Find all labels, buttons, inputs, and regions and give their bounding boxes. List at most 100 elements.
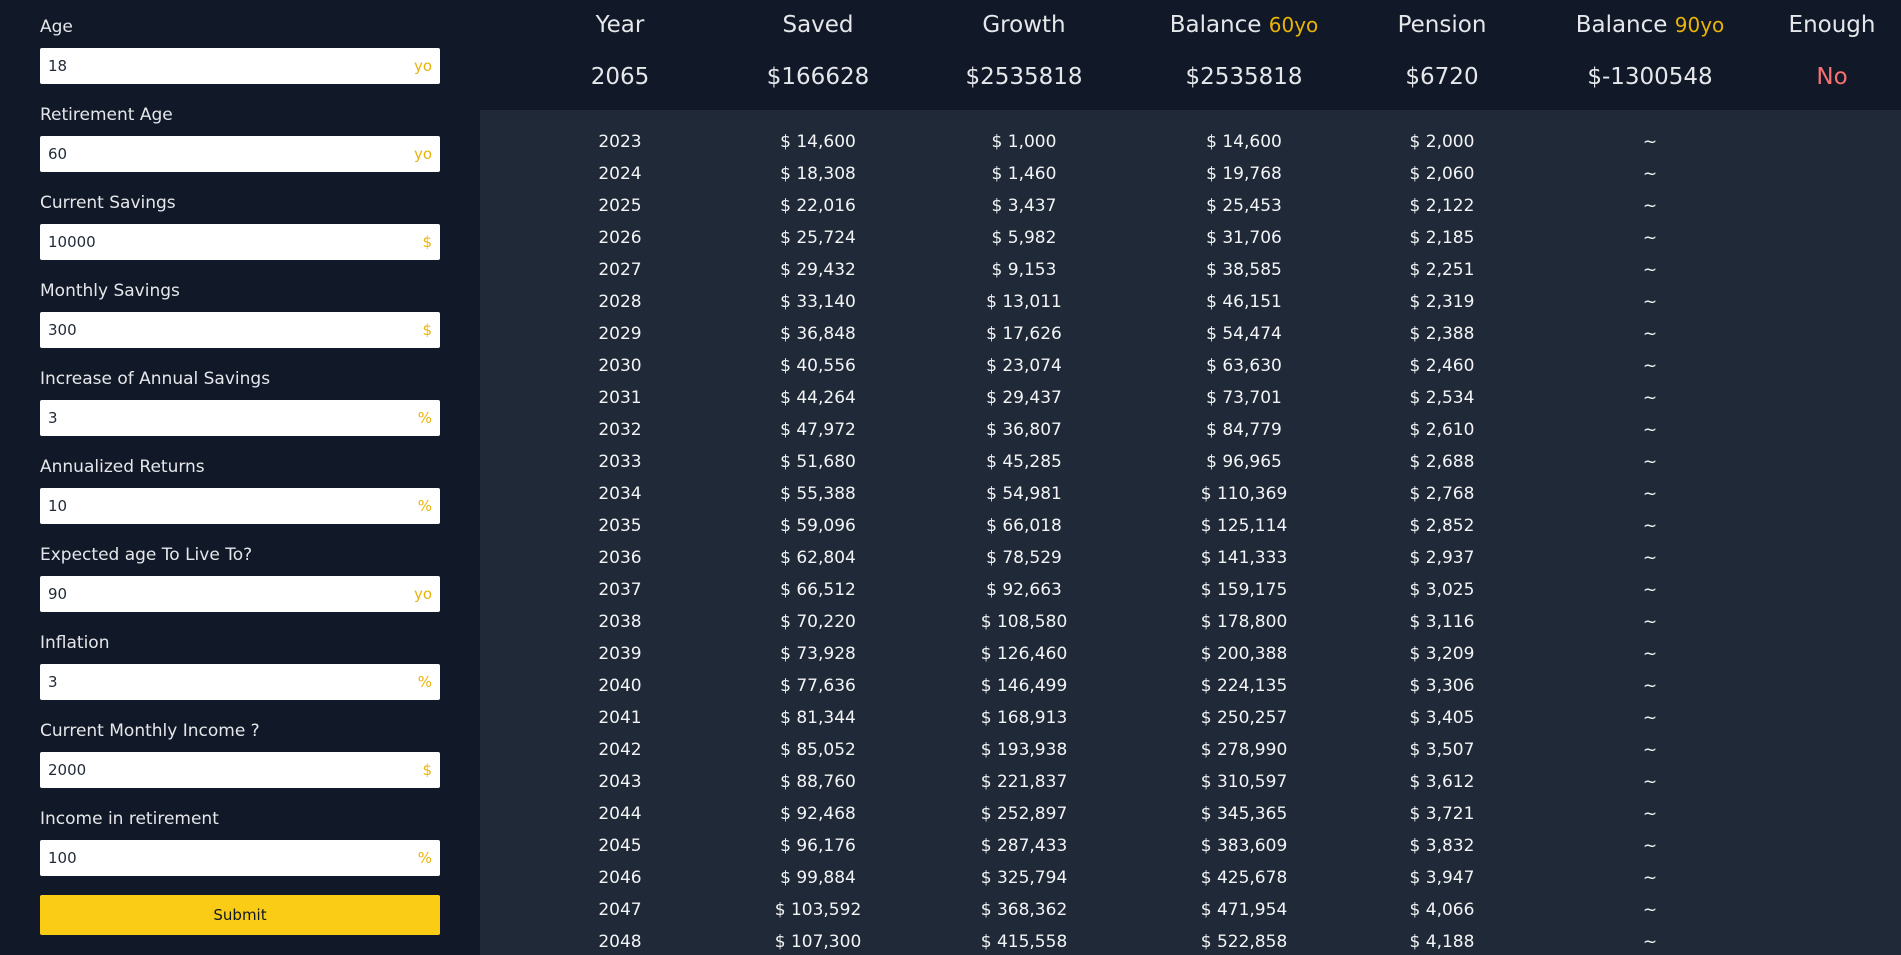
table-row: 2034 $ 55,388 $ 54,981 $ 110,369 $ 2,768 ~ (480, 478, 1901, 510)
table-row: 2027 $ 29,432 $ 9,153 $ 38,585 $ 2,251 ~ (480, 254, 1901, 286)
cell-saved: $ 59,096 (780, 516, 856, 536)
cell-year: 2040 (598, 676, 642, 696)
annualized-returns-unit: % (417, 497, 432, 515)
cell-growth: $ 368,362 (980, 900, 1068, 920)
cell-balance: $ 159,175 (1200, 580, 1288, 600)
cell-balance90: ~ (1642, 484, 1658, 504)
cell-pension: $ 2,534 (1409, 388, 1475, 408)
annual-savings-increase-input[interactable] (40, 400, 440, 436)
cell-balance90: ~ (1642, 708, 1658, 728)
cell-pension: $ 2,460 (1409, 356, 1475, 376)
cell-balance: $ 310,597 (1200, 772, 1288, 792)
cell-balance90: ~ (1642, 612, 1658, 632)
cell-saved: $ 44,264 (780, 388, 856, 408)
inflation-label: Inflation (40, 633, 110, 653)
cell-year: 2028 (598, 292, 642, 312)
cell-pension: $ 3,405 (1409, 708, 1475, 728)
cell-pension: $ 2,388 (1409, 324, 1475, 344)
cell-balance: $ 345,365 (1200, 804, 1288, 824)
cell-growth: $ 9,153 (991, 260, 1057, 280)
retirement-age-input-wrap: yo (40, 136, 440, 172)
cell-growth: $ 5,982 (991, 228, 1057, 248)
age-unit: yo (413, 57, 432, 75)
cell-balance90: ~ (1642, 292, 1658, 312)
cell-balance90: ~ (1642, 516, 1658, 536)
cell-balance: $ 250,257 (1200, 708, 1288, 728)
cell-balance90: ~ (1642, 868, 1658, 888)
field-retirement-age: Retirement Age yo (40, 102, 440, 172)
cell-year: 2044 (598, 804, 642, 824)
table-row: 2035 $ 59,096 $ 66,018 $ 125,114 $ 2,852 ~ (480, 510, 1901, 542)
cell-balance: $ 522,858 (1200, 932, 1288, 952)
cell-growth: $ 23,074 (986, 356, 1062, 376)
cell-year: 2027 (598, 260, 642, 280)
cell-year: 2048 (598, 932, 642, 952)
monthly-savings-unit: $ (422, 321, 432, 339)
field-inflation: Inflation% (40, 630, 440, 700)
retirement-age-unit: yo (413, 145, 432, 163)
table-row: 2040 $ 77,636 $ 146,499 $ 224,135 $ 3,306 ~ (480, 670, 1901, 702)
table-row: 2046 $ 99,884 $ 325,794 $ 425,678 $ 3,947 ~ (480, 862, 1901, 894)
cell-year: 2026 (598, 228, 642, 248)
cell-growth: $ 78,529 (986, 548, 1062, 568)
cell-growth: $ 54,981 (986, 484, 1062, 504)
cell-pension: $ 2,060 (1409, 164, 1475, 184)
current-monthly-income-input[interactable] (40, 752, 440, 788)
cell-growth: $ 45,285 (986, 452, 1062, 472)
field-life-expectancy: Expected age To Live To? yo (40, 542, 440, 612)
cell-year: 2031 (598, 388, 642, 408)
cell-year: 2024 (598, 164, 642, 184)
table-row: 2039 $ 73,928 $ 126,460 $ 200,388 $ 3,209 ~ (480, 638, 1901, 670)
annualized-returns-input[interactable] (40, 488, 440, 524)
cell-pension: $ 3,306 (1409, 676, 1475, 696)
table-row: 2024 $ 18,308 $ 1,460 $ 19,768 $ 2,060 ~ (480, 158, 1901, 190)
cell-year: 2046 (598, 868, 642, 888)
cell-balance90: ~ (1642, 356, 1658, 376)
annual-savings-increase-label: Increase of Annual Savings (40, 369, 271, 389)
cell-growth: $ 29,437 (986, 388, 1062, 408)
cell-saved: $ 62,804 (780, 548, 856, 568)
cell-pension: $ 2,251 (1409, 260, 1475, 280)
cell-saved: $ 36,848 (780, 324, 856, 344)
field-age: Age yo (40, 14, 440, 84)
cell-growth: $ 3,437 (991, 196, 1057, 216)
cell-year: 2033 (598, 452, 642, 472)
cell-balance: $ 383,609 (1200, 836, 1288, 856)
monthly-savings-label: Monthly Savings (40, 281, 180, 301)
monthly-savings-input-wrap: $ (40, 312, 440, 348)
life-expectancy-input[interactable] (40, 576, 440, 612)
cell-year: 2045 (598, 836, 642, 856)
header-pension: Pension (1397, 12, 1487, 38)
monthly-savings-input[interactable] (40, 312, 440, 348)
summary-enough-status: No (1816, 64, 1848, 90)
cell-balance90: ~ (1642, 836, 1658, 856)
table-row: 2041 $ 81,344 $ 168,913 $ 250,257 $ 3,405 ~ (480, 702, 1901, 734)
submit-button[interactable]: Submit (40, 895, 440, 935)
age-input[interactable] (40, 48, 440, 84)
table-row: 2044 $ 92,468 $ 252,897 $ 345,365 $ 3,721 ~ (480, 798, 1901, 830)
retirement-income-input[interactable] (40, 840, 440, 876)
summary-growth: $2535818 (965, 64, 1083, 90)
cell-saved: $ 70,220 (780, 612, 856, 632)
cell-growth: $ 252,897 (980, 804, 1068, 824)
cell-growth: $ 1,460 (991, 164, 1057, 184)
cell-balance: $ 200,388 (1200, 644, 1288, 664)
cell-balance90: ~ (1642, 676, 1658, 696)
cell-balance: $ 31,706 (1206, 228, 1282, 248)
cell-balance90: ~ (1642, 452, 1658, 472)
cell-growth: $ 17,626 (986, 324, 1062, 344)
cell-pension: $ 3,116 (1409, 612, 1475, 632)
table-row: 2029 $ 36,848 $ 17,626 $ 54,474 $ 2,388 ~ (480, 318, 1901, 350)
cell-pension: $ 3,025 (1409, 580, 1475, 600)
cell-balance90: ~ (1642, 580, 1658, 600)
cell-balance90: ~ (1642, 388, 1658, 408)
cell-pension: $ 4,066 (1409, 900, 1475, 920)
cell-balance90: ~ (1642, 772, 1658, 792)
current-savings-input[interactable] (40, 224, 440, 260)
annual-savings-increase-unit: % (417, 409, 432, 427)
cell-saved: $ 103,592 (774, 900, 862, 920)
cell-year: 2035 (598, 516, 642, 536)
retirement-age-input[interactable] (40, 136, 440, 172)
current-savings-unit: $ (422, 233, 432, 251)
inflation-input[interactable] (40, 664, 440, 700)
